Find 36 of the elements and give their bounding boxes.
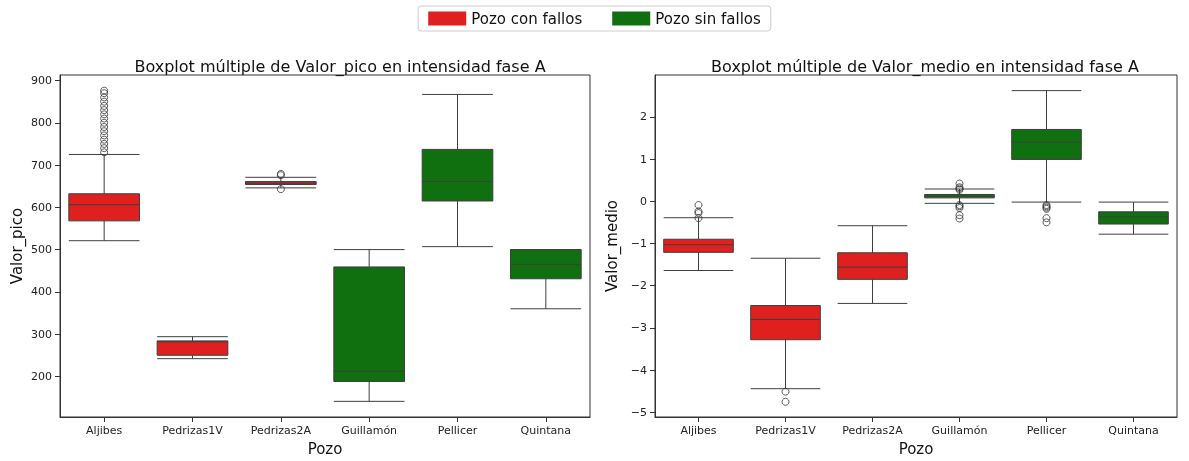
x-tick-label: Pedrizas1V	[162, 424, 224, 437]
y-tick-label: −3	[630, 321, 647, 335]
x-tick-label: Aljibes	[680, 424, 717, 437]
y-tick-label: 600	[31, 200, 52, 214]
x-tick-label: Guillamón	[931, 424, 988, 437]
y-tick-label: 1	[640, 152, 647, 166]
y-tick-label: 2	[640, 110, 647, 124]
chart-title: Boxplot múltiple de Valor_pico en intensidad fase A	[134, 56, 546, 77]
x-tick-label: Pedrizas1V	[755, 424, 817, 437]
y-tick-label: 0	[640, 194, 647, 208]
y-tick-label: −5	[630, 405, 647, 419]
x-tick-label: Quintana	[1108, 424, 1159, 437]
legend-label: Pozo con fallos	[471, 9, 583, 28]
y-tick-label: 400	[31, 285, 52, 299]
x-axis-title: Pozo	[898, 439, 934, 458]
y-tick-label: 200	[31, 369, 52, 383]
legend-label: Pozo sin fallos	[655, 9, 761, 28]
y-tick-label: −4	[630, 363, 647, 377]
x-tick-label: Pedrizas2A	[250, 424, 312, 437]
y-axis-title: Valor_medio	[602, 199, 622, 293]
x-tick-label: Quintana	[520, 424, 572, 437]
y-tick-label: 300	[31, 327, 52, 341]
x-tick-label: Guillamón	[341, 424, 398, 437]
y-tick-label: −2	[630, 279, 647, 293]
x-tick-label: Pedrizas2A	[842, 424, 904, 437]
y-axis-title: Valor_pico	[7, 207, 27, 285]
x-tick-label: Pellicer	[437, 424, 478, 437]
y-tick-label: 800	[31, 116, 52, 130]
x-tick-label: Aljibes	[86, 424, 123, 437]
chart-title: Boxplot múltiple de Valor_medio en intensidad fase A	[711, 56, 1139, 77]
y-tick-label: 700	[31, 158, 52, 172]
y-tick-label: −1	[630, 236, 647, 250]
x-tick-label: Pellicer	[1026, 424, 1067, 437]
y-tick-label: 900	[31, 74, 52, 87]
x-axis-title: Pozo	[307, 439, 343, 458]
y-tick-label: 500	[31, 243, 52, 257]
